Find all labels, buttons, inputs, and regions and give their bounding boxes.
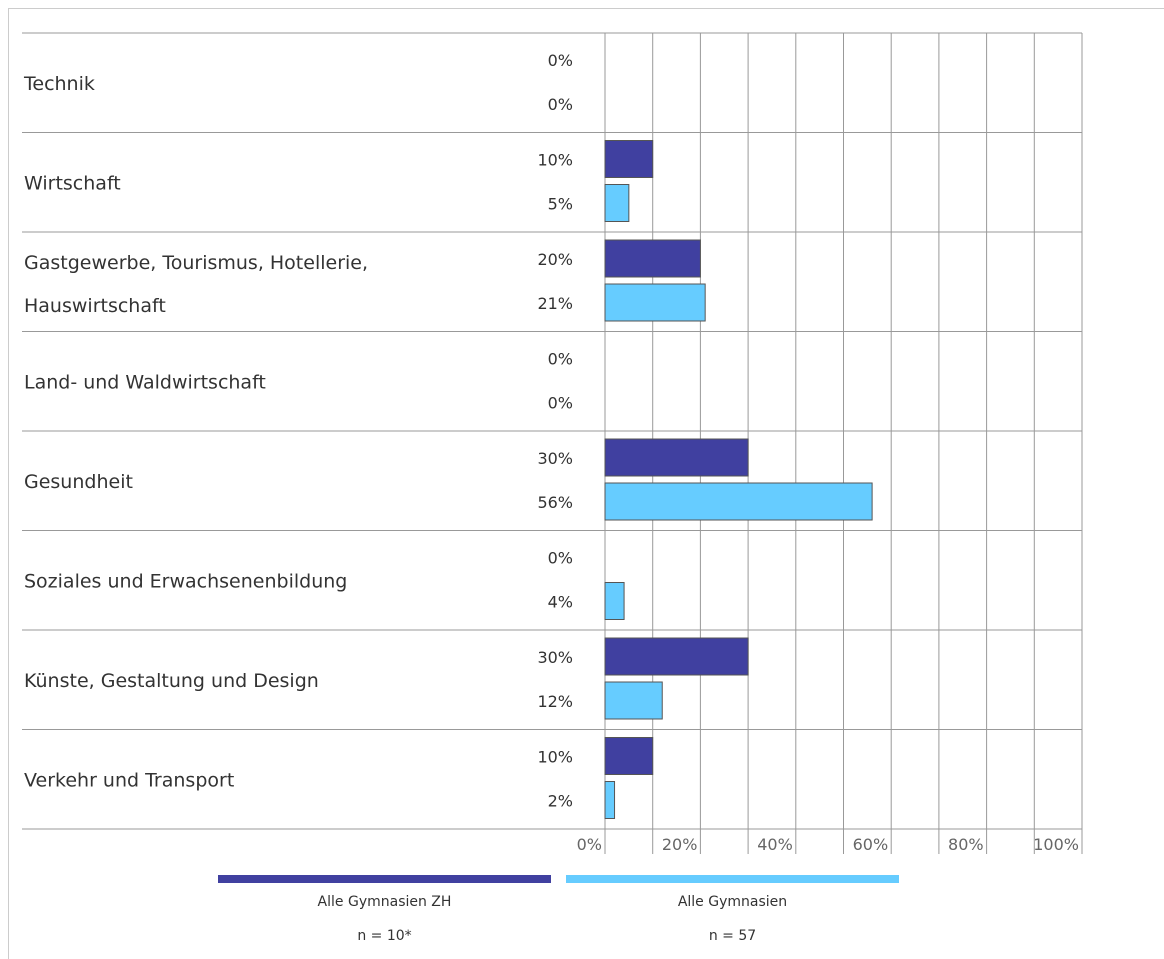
x-tick-label: 60% [853,835,889,854]
bar [604,637,749,676]
legend-swatch [218,875,551,883]
bar [604,737,654,775]
bar [604,438,749,477]
chart-frame [8,8,1164,959]
bar [604,781,616,819]
category-label: Gastgewerbe, Tourismus, Hotellerie, [24,252,368,274]
value-label: 30% [537,449,573,468]
value-label: 12% [537,692,573,711]
legend-label: Alle Gymnasien [678,894,787,910]
value-label: 0% [548,549,573,568]
bar [604,283,706,322]
legend-label: Alle Gymnasien ZH [318,894,452,910]
x-tick-label: 100% [1033,835,1079,854]
value-label: 5% [548,195,573,214]
category-label: Künste, Gestaltung und Design [24,670,319,692]
bar [604,140,654,178]
x-tick-label: 80% [948,835,984,854]
x-tick-label: 20% [662,835,698,854]
value-label: 0% [548,51,573,70]
bar [604,184,630,222]
value-label: 0% [548,350,573,369]
value-label: 30% [537,648,573,667]
bar [604,681,663,720]
bar [604,482,873,521]
category-label: Land- und Waldwirtschaft [24,371,266,393]
value-label: 10% [537,151,573,170]
category-label: Wirtschaft [24,172,121,194]
category-label: Soziales und Erwachsenenbildung [24,570,347,592]
legend-swatch [566,875,899,883]
value-label: 20% [537,250,573,269]
x-tick-label: 0% [577,835,602,854]
category-label: Verkehr und Transport [24,769,234,791]
x-tick-label: 40% [757,835,793,854]
bar [604,239,701,278]
category-label: Technik [23,73,95,95]
legend-note: n = 10* [357,928,411,944]
value-label: 0% [548,394,573,413]
category-label: Gesundheit [24,471,133,493]
value-label: 4% [548,593,573,612]
bar [604,582,625,620]
value-label: 2% [548,792,573,811]
legend-note: n = 57 [709,928,756,944]
category-label: Hauswirtschaft [24,295,166,317]
value-label: 0% [548,95,573,114]
value-label: 56% [537,493,573,512]
value-label: 21% [537,294,573,313]
value-label: 10% [537,748,573,767]
